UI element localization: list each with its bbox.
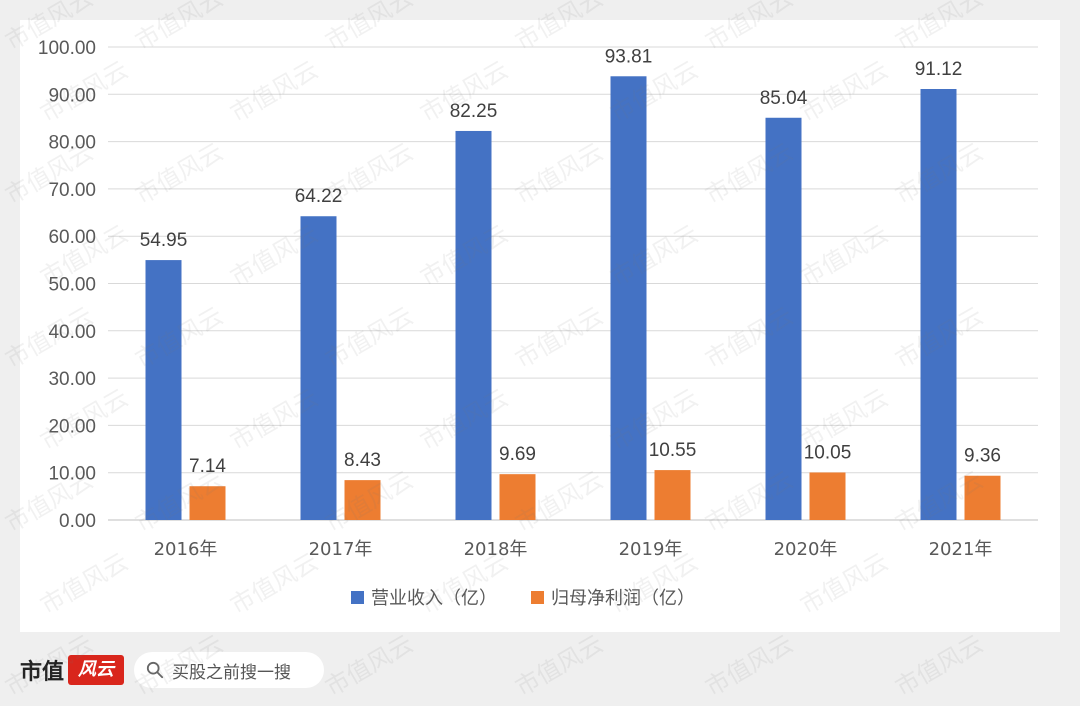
search-placeholder: 买股之前搜一搜 [172,662,292,683]
data-label: 10.05 [804,442,852,463]
watermark-text: 市值风云 [890,629,988,702]
watermark-text: 市值风云 [510,629,608,702]
data-label: 9.69 [499,444,536,465]
brand-logo: 市值 风云 [20,654,125,686]
bar-profit [809,472,846,520]
legend-label: 归母净利润（亿） [551,588,695,609]
x-axis-categories: 2016年 2017年 2018年 2019年 2020年 2021年 [154,539,993,560]
search-box[interactable]: 买股之前搜一搜 [134,652,325,688]
bar-chart: 0.00 10.00 20.00 30.00 40.00 50.00 60.00 70.00 8… [38,38,1038,609]
x-category-label: 2020年 [774,539,838,560]
data-label: 8.43 [344,450,381,471]
chart-card: 0.00 10.00 20.00 30.00 40.00 50.00 60.00 70.00 8… [20,20,1060,632]
y-tick-label: 50.00 [48,275,96,296]
footer-bar: 市值 风云 买股之前搜一搜 [20,646,325,694]
data-label: 93.81 [605,46,653,67]
x-category-label: 2019年 [619,539,683,560]
data-label: 7.14 [189,456,226,477]
bar-profit [344,480,381,520]
data-label: 82.25 [450,101,498,122]
watermark-text: 市值风云 [700,629,798,702]
bar-revenue [610,76,647,521]
x-category-label: 2016年 [154,539,218,560]
search-icon [146,661,164,679]
x-category-label: 2018年 [464,539,528,560]
bar-revenue [300,216,337,521]
y-tick-label: 90.00 [48,85,96,106]
bar-revenue [920,89,957,520]
data-label: 10.55 [649,440,697,461]
y-tick-label: 60.00 [48,227,96,248]
x-category-label: 2021年 [929,539,993,560]
brand-text: 市值 [20,659,65,685]
data-label: 54.95 [140,230,188,251]
y-tick-label: 0.00 [59,511,96,532]
legend-swatch [531,591,544,604]
bars [145,76,1001,521]
data-label: 91.12 [915,59,963,80]
y-axis-ticks: 0.00 10.00 20.00 30.00 40.00 50.00 60.00 70.00 8… [38,38,96,532]
y-tick-label: 10.00 [48,464,96,485]
bar-profit [654,470,691,520]
y-tick-label: 100.00 [38,38,96,59]
x-category-label: 2017年 [309,539,373,560]
y-tick-label: 40.00 [48,322,96,343]
y-tick-label: 30.00 [48,369,96,390]
data-label: 64.22 [295,186,343,207]
legend-swatch [351,591,364,604]
y-tick-label: 80.00 [48,133,96,154]
watermark-text: 市值风云 [320,629,418,702]
gridlines [108,46,1038,521]
legend-label: 营业收入（亿） [371,588,497,609]
data-label: 9.36 [964,446,1001,467]
bar-profit [189,486,226,520]
brand-mark: 风云 [68,655,125,685]
y-tick-label: 70.00 [48,180,96,201]
bar-revenue [145,260,182,520]
bar-profit [964,475,1001,520]
data-labels: 54.95 7.14 64.22 8.43 82.25 9.69 93.81 10.55 85.… [140,46,1001,477]
bar-revenue [455,130,492,520]
data-label: 85.04 [760,88,808,109]
bar-profit [499,474,536,520]
y-tick-label: 20.00 [48,416,96,437]
legend: 营业收入（亿） 归母净利润（亿） [351,588,695,609]
bar-revenue [765,117,802,520]
